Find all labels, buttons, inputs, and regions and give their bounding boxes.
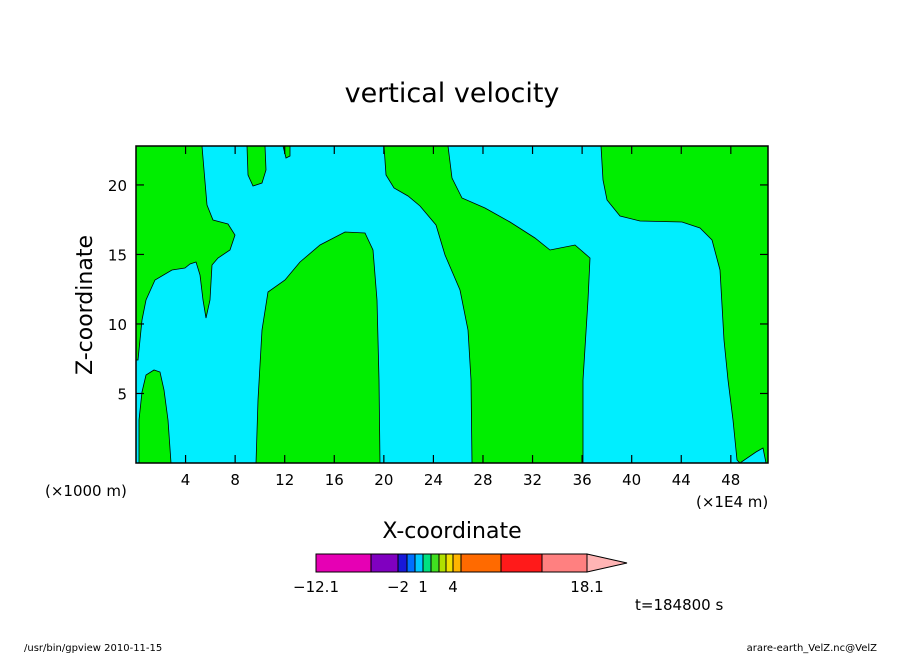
colorbar-label: 1: [418, 578, 428, 596]
y-axis-label: Z-coordinate: [73, 235, 98, 375]
x-tick-label: 12: [275, 471, 294, 489]
colorbar-label: 4: [448, 578, 458, 596]
plot-frame: [135, 145, 769, 464]
field-region-positive-center-left: [255, 231, 381, 464]
time-label: t=184800 s: [635, 596, 723, 614]
y-tick-label: 5: [117, 385, 127, 403]
colorbar-segment: [452, 553, 462, 573]
footer-right: arare-earth_VelZ.nc@VelZ: [747, 643, 878, 654]
colorbar-segment: [460, 553, 502, 573]
colorbar-segment: [397, 553, 408, 573]
y-tick-label: 20: [108, 177, 127, 195]
x-tick-label: 44: [672, 471, 691, 489]
colorbar-label: 18.1: [570, 578, 603, 596]
x-tick-label: 24: [424, 471, 443, 489]
y-axis: 5 10 15 20: [108, 177, 768, 403]
x-scale-left-note: (×1000 m): [45, 482, 127, 500]
x-tick-label: 48: [721, 471, 740, 489]
field-region-positive-left-top: [135, 145, 236, 361]
footer-left: /usr/bin/gpview 2010-11-15: [24, 643, 162, 654]
x-axis-label: X-coordinate: [382, 519, 521, 544]
x-tick-label: 20: [374, 471, 393, 489]
colorbar-segment: [500, 553, 543, 573]
colorbar-label: −2: [387, 578, 409, 596]
colorbar-segment: [422, 553, 432, 573]
colorbar-segment: [430, 553, 440, 573]
colorbar-extension-tip: [586, 553, 628, 573]
field-region-positive-left-bottom: [138, 369, 172, 464]
field-region-positive-right: [600, 145, 769, 464]
colorbar-segment: [445, 553, 454, 573]
colorbar-segment: [438, 553, 447, 573]
colorbar-labels: −12.1 −2 1 4 18.1: [293, 578, 604, 596]
x-tick-label: 4: [181, 471, 191, 489]
x-tick-label: 16: [325, 471, 344, 489]
x-tick-label: 40: [622, 471, 641, 489]
x-scale-right-note: (×1E4 m): [696, 493, 768, 511]
plot-area: [135, 145, 769, 464]
field-island-positive-1: [246, 145, 267, 187]
colorbar: [315, 553, 628, 573]
x-tick-label: 36: [573, 471, 592, 489]
colorbar-label: −12.1: [293, 578, 339, 596]
y-tick-label: 15: [108, 246, 127, 264]
x-axis: 4 8 12 16 20 24 28 32 36 40 44 48: [181, 146, 740, 489]
field-region-positive-center: [383, 145, 591, 464]
colorbar-segment: [541, 553, 588, 573]
colorbar-segment: [406, 553, 416, 573]
colorbar-segment: [315, 553, 372, 573]
y-tick-label: 10: [108, 316, 127, 334]
colorbar-segment: [370, 553, 399, 573]
x-tick-label: 28: [473, 471, 492, 489]
colorbar-segment: [414, 553, 424, 573]
chart-title: vertical velocity: [345, 78, 560, 109]
x-tick-label: 32: [523, 471, 542, 489]
x-tick-label: 8: [230, 471, 240, 489]
